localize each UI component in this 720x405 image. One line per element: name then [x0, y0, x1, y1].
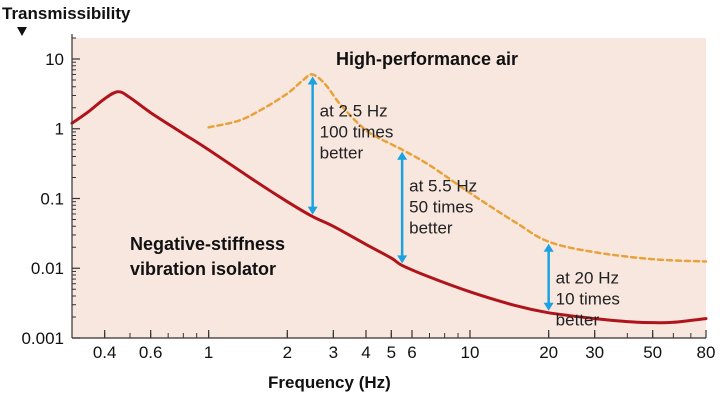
annotation-text: 10 times [556, 290, 620, 309]
x-tick-label: 80 [697, 343, 716, 362]
y-tick-label: 0.1 [40, 189, 64, 208]
x-tick-label: 5 [387, 343, 396, 362]
annotation-text: at 2.5 Hz [320, 101, 388, 120]
x-tick-label: 4 [361, 343, 370, 362]
improvement-arrow-head-up [543, 243, 554, 252]
x-tick-label: 0.4 [93, 343, 117, 362]
x-tick-label: 0.6 [139, 343, 163, 362]
improvement-arrow-head-up [307, 76, 318, 85]
x-tick-label: 2 [283, 343, 292, 362]
plot-background [72, 38, 706, 338]
annotation-text: better [320, 143, 364, 162]
x-axis-title: Frequency (Hz) [268, 373, 391, 392]
improvement-arrow-head-down [307, 206, 318, 215]
x-tick-label: 6 [407, 343, 416, 362]
x-tick-label: 1 [204, 343, 213, 362]
annotation-text: 100 times [320, 122, 394, 141]
y-axis-title: Transmissibility [2, 4, 131, 23]
x-tick-label: 20 [539, 343, 558, 362]
x-tick-label: 3 [329, 343, 338, 362]
y-tick-label: 0.001 [21, 329, 64, 348]
annotation-text: better [409, 219, 453, 238]
improvement-arrow-head-down [397, 255, 408, 264]
improvement-arrow-head-down [543, 302, 554, 311]
y-tick-label: 1 [55, 120, 64, 139]
isolator-series-label-line2: vibration isolator [130, 259, 276, 279]
improvement-arrow-head-up [397, 151, 408, 160]
isolator-series-label-line1: Negative-stiffness [130, 234, 285, 254]
x-tick-label: 10 [461, 343, 480, 362]
y-axis-arrowhead [17, 27, 27, 36]
annotation-text: better [556, 311, 600, 330]
annotation-text: at 5.5 Hz [409, 177, 477, 196]
annotation-text: at 20 Hz [556, 269, 619, 288]
x-tick-label: 30 [585, 343, 604, 362]
air-series-line [207, 73, 708, 263]
y-tick-label: 0.01 [31, 259, 64, 278]
x-tick-label: 50 [643, 343, 662, 362]
air-series-label: High-performance air [336, 49, 518, 69]
isolator-series-line [70, 90, 708, 325]
annotation-text: 50 times [409, 198, 473, 217]
y-tick-label: 10 [45, 50, 64, 69]
